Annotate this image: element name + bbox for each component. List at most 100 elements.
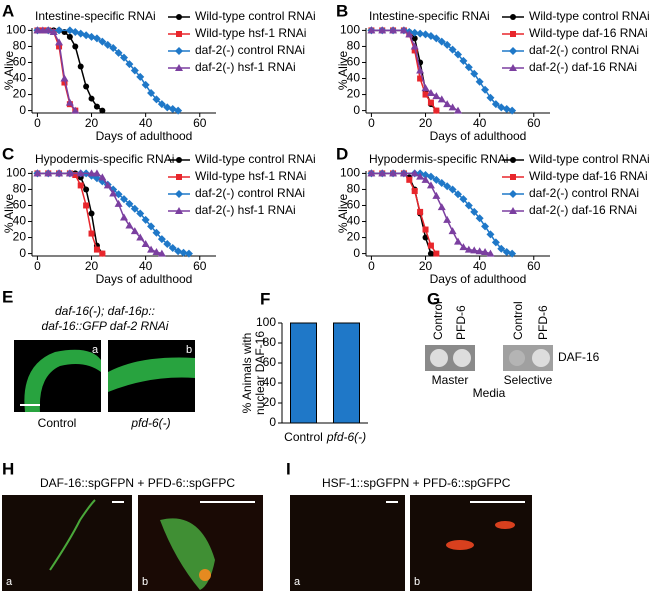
marker	[88, 95, 95, 102]
legend-marker	[175, 64, 183, 71]
marker	[411, 188, 418, 195]
y-tick-label: 0	[19, 246, 26, 260]
legend-marker	[176, 31, 182, 37]
panel-label: E	[2, 287, 13, 306]
marker	[432, 191, 441, 199]
y-tick-label: 20	[13, 230, 27, 244]
column-label: Control	[511, 301, 525, 340]
y-tick-label: 100	[6, 23, 26, 37]
bar	[290, 322, 317, 424]
panel-label: D	[336, 144, 348, 163]
y-tick-label: 20	[347, 87, 361, 101]
colony	[430, 349, 448, 367]
legend-label: Wild-type control RNAi	[195, 9, 316, 23]
marker	[432, 92, 441, 100]
marker	[152, 95, 161, 104]
marker	[152, 228, 161, 237]
series-line	[371, 29, 459, 112]
y-tick-label: 60	[13, 55, 27, 69]
worm	[24, 349, 101, 412]
marker	[114, 48, 123, 57]
legend-marker	[175, 47, 183, 55]
column-label: Control	[431, 301, 445, 340]
marker	[454, 106, 462, 114]
marker	[55, 169, 64, 177]
y-tick-label: 40	[347, 214, 361, 228]
marker	[157, 249, 166, 257]
chart-title: Hypodermis-specific RNAi	[369, 152, 508, 166]
legend-marker	[175, 190, 183, 198]
series-line	[37, 29, 76, 112]
legend-label: daf-2(-) control RNAi	[529, 186, 639, 200]
image-label: b	[142, 576, 148, 588]
legend-label: Wild-type control RNAi	[529, 152, 650, 166]
x-tick-label: 0	[368, 259, 375, 273]
marker	[470, 207, 479, 216]
group-label: Selective	[504, 373, 553, 387]
marker	[433, 250, 440, 257]
marker	[141, 80, 150, 89]
marker	[508, 249, 517, 258]
y-tick-label: 40	[263, 375, 277, 389]
panel-title: DAF-16::spGFPN + PFD-6::spGFPC	[40, 476, 235, 490]
marker	[432, 175, 441, 184]
x-tick-label: 40	[473, 116, 487, 130]
marker	[426, 181, 435, 189]
legend-marker	[510, 14, 516, 20]
legend-label: Wild-type daf-16 RNAi	[529, 26, 648, 40]
marker	[92, 34, 101, 43]
y-tick-label: 40	[13, 71, 27, 85]
legend-marker	[176, 174, 182, 180]
marker	[405, 30, 414, 38]
marker	[491, 100, 500, 109]
marker	[427, 99, 434, 106]
marker	[475, 214, 484, 223]
marker	[470, 69, 479, 78]
legend-marker	[510, 174, 516, 180]
x-tick-label: 60	[193, 259, 207, 273]
marker	[426, 172, 435, 181]
x-tick-label: 0	[34, 259, 41, 273]
marker	[130, 204, 139, 213]
marker	[443, 182, 452, 191]
signal	[199, 569, 211, 581]
marker	[411, 47, 418, 54]
marker	[497, 244, 506, 253]
y-tick-label: 100	[340, 166, 360, 180]
marker	[92, 169, 101, 177]
marker	[389, 26, 398, 34]
legend-label: Wild-type control RNAi	[195, 152, 316, 166]
y-axis-label: % Animals with	[240, 333, 254, 414]
marker	[443, 100, 452, 108]
marker	[38, 26, 47, 34]
marker	[125, 199, 134, 208]
marker	[130, 66, 139, 75]
series-line	[371, 29, 437, 112]
marker	[147, 88, 156, 97]
marker	[114, 199, 123, 207]
y-axis-label: % Alive	[2, 51, 16, 91]
marker	[454, 237, 462, 245]
marker	[399, 26, 408, 34]
legend-label: daf-2(-) control RNAi	[195, 186, 305, 200]
x-tick-label: 40	[139, 116, 153, 130]
marker	[87, 169, 96, 177]
marker	[71, 106, 80, 114]
marker	[88, 210, 95, 217]
marker	[464, 201, 473, 210]
x-axis-label: Days of adulthood	[96, 272, 193, 286]
marker	[417, 208, 424, 215]
marker	[426, 88, 435, 96]
marker	[406, 176, 413, 183]
marker	[464, 245, 473, 253]
marker	[98, 37, 107, 46]
marker	[65, 169, 74, 177]
marker	[33, 26, 42, 34]
image-label: a	[6, 576, 13, 588]
marker	[120, 195, 128, 204]
panel-label: A	[2, 1, 14, 20]
legend-label: Wild-type control RNAi	[529, 9, 650, 23]
legend-label: Wild-type hsf-1 RNAi	[195, 169, 306, 183]
marker	[437, 37, 446, 46]
x-tick-label: 20	[85, 259, 99, 273]
